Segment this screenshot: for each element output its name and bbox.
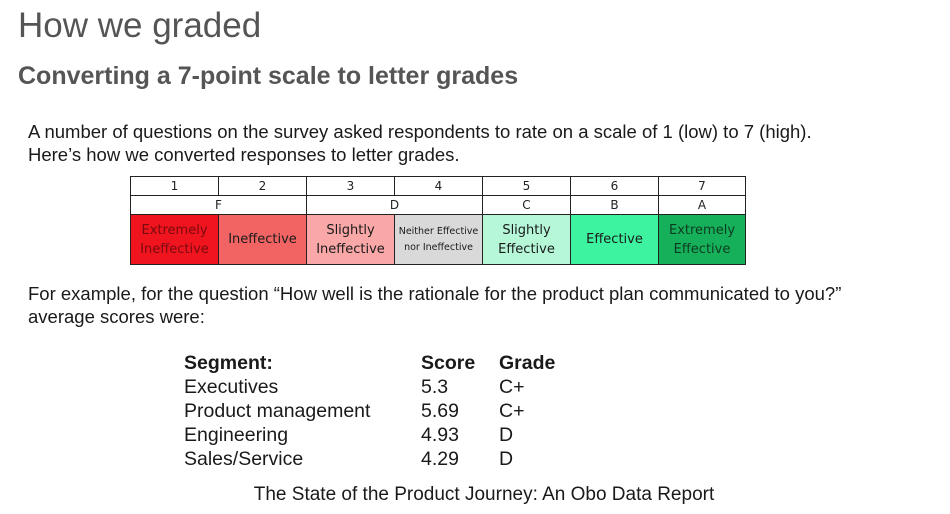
scale-number-cell: 3 <box>306 176 395 196</box>
label-cell-slightly-effective: Slightly Effective <box>482 214 571 265</box>
label-cell-extremely-effective: Extremely Effective <box>658 214 746 265</box>
intro-paragraph: A number of questions on the survey aske… <box>28 120 812 166</box>
label-line-1: Neither Effective <box>398 225 479 237</box>
label-cell-slightly-ineffective: Slightly Ineffective <box>306 214 395 265</box>
scale-number-cell: 1 <box>130 176 219 196</box>
scale-number-cell: 6 <box>570 176 659 196</box>
label-line-2: Effective <box>498 241 555 257</box>
example-paragraph: For example, for the question “How well … <box>28 282 841 328</box>
label-cell-neutral: Neither Effective nor Ineffective <box>394 214 483 265</box>
label-line-1: Extremely <box>668 222 736 238</box>
segment-score: 5.69 <box>421 400 459 422</box>
label-line-1: Slightly <box>326 222 375 238</box>
label-cell-effective: Effective <box>570 214 659 265</box>
segment-score: 4.29 <box>421 448 459 470</box>
grade-header: Grade <box>499 352 556 374</box>
segment-grade: C+ <box>499 376 525 398</box>
scale-number-cell: 5 <box>482 176 571 196</box>
score-header: Score <box>421 352 476 374</box>
example-line-1: For example, for the question “How well … <box>28 283 842 304</box>
grade-cell-d: D <box>306 195 483 215</box>
report-footer: The State of the Product Journey: An Obo… <box>253 484 715 505</box>
segment-header: Segment: <box>184 352 273 374</box>
segment-name: Engineering <box>184 424 289 446</box>
segment-grade: C+ <box>499 400 525 422</box>
label-line-1: Effective <box>586 232 643 247</box>
example-line-2: average scores were: <box>28 306 205 327</box>
label-line-1: Extremely <box>141 222 208 238</box>
label-line-2: Effective <box>673 241 731 257</box>
segment-name: Executives <box>184 376 279 398</box>
intro-line-2: Here’s how we converted responses to let… <box>28 144 460 165</box>
grading-scale-table: 1 2 3 4 5 6 7 F D C B A Extremely Ineffe… <box>130 176 746 265</box>
segment-score: 4.93 <box>421 424 459 446</box>
label-line-2: Ineffective <box>140 241 209 257</box>
label-cell-ineffective: Ineffective <box>218 214 307 265</box>
scale-number-cell: 2 <box>218 176 307 196</box>
slide-title: How we graded <box>18 6 262 45</box>
intro-line-1: A number of questions on the survey aske… <box>28 121 812 142</box>
grade-cell-a: A <box>658 195 746 215</box>
scale-grade-row: F D C B A <box>130 195 746 215</box>
scale-number-cell: 7 <box>658 176 746 196</box>
slide-subtitle: Converting a 7-point scale to letter gra… <box>18 62 519 90</box>
grade-cell-c: C <box>482 195 571 215</box>
label-cell-extremely-ineffective: Extremely Ineffective <box>130 214 219 265</box>
grade-cell-f: F <box>130 195 307 215</box>
segment-name: Sales/Service <box>184 448 304 470</box>
segment-score: 5.3 <box>421 376 449 398</box>
grade-cell-b: B <box>570 195 659 215</box>
segment-grade: D <box>499 424 514 446</box>
segment-grade: D <box>499 448 514 470</box>
scale-number-row: 1 2 3 4 5 6 7 <box>130 176 746 196</box>
segment-name: Product management <box>184 400 371 422</box>
label-line-1: Slightly <box>502 222 551 238</box>
label-line-2: Ineffective <box>316 241 385 257</box>
label-line-1: Ineffective <box>228 232 297 247</box>
scale-label-row: Extremely Ineffective Ineffective Slight… <box>130 214 746 265</box>
label-line-2: nor Ineffective <box>404 241 473 253</box>
scale-number-cell: 4 <box>394 176 483 196</box>
